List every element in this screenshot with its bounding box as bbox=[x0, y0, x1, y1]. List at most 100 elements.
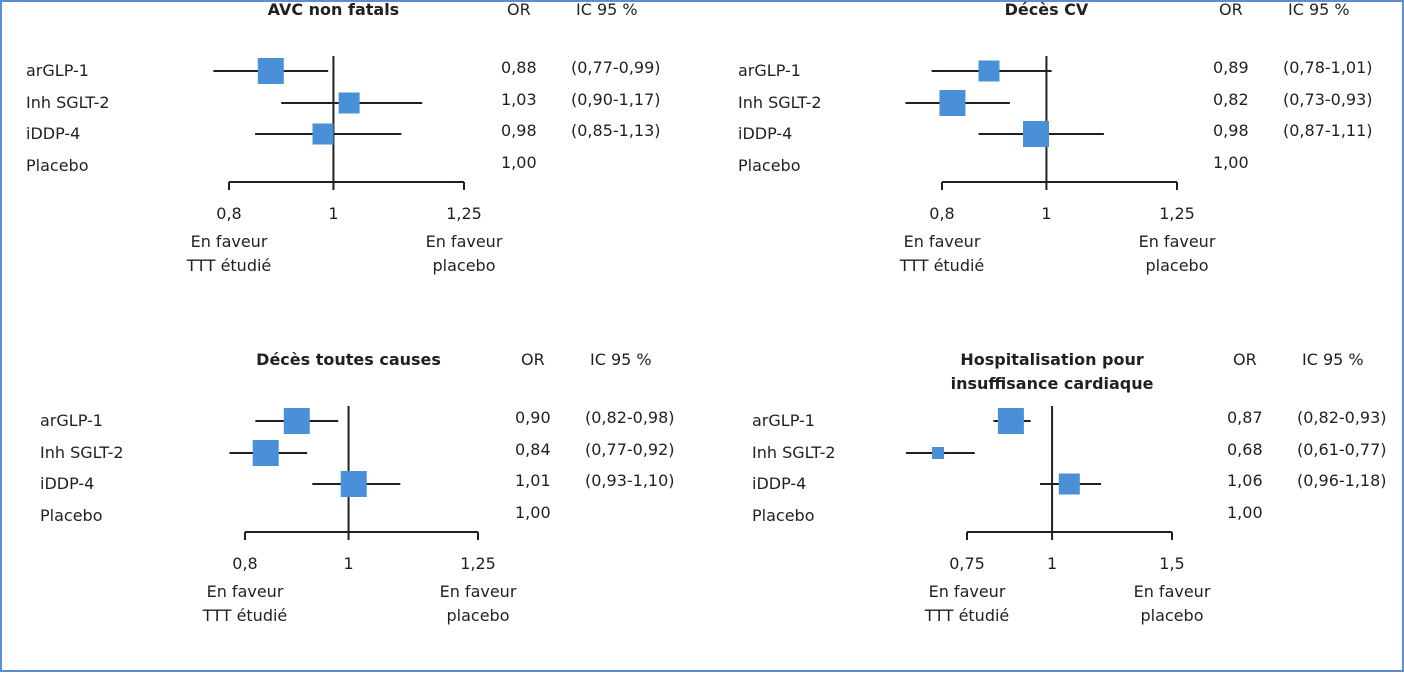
favour-right-label: En faveur bbox=[1133, 582, 1211, 601]
forest-plot-panel: Décès CV OR IC 95 % 0,8 1 1,25 En faveur TTT ét… bbox=[712, 0, 1404, 336]
favour-left-label: En faveur bbox=[190, 232, 268, 251]
favour-left-label: En faveur bbox=[206, 582, 284, 601]
favour-right-label: En faveur bbox=[425, 232, 503, 251]
or-value: 1,00 bbox=[501, 153, 537, 172]
or-value: 0,90 bbox=[515, 408, 551, 427]
favour-left-label: TTT étudié bbox=[186, 256, 272, 275]
ci-value: (0,85-1,13) bbox=[571, 121, 661, 140]
or-value: 0,84 bbox=[515, 440, 551, 459]
ci-value: (0,87-1,11) bbox=[1283, 121, 1373, 140]
ci-column-header: IC 95 % bbox=[1288, 0, 1350, 19]
ci-value: (0,77-0,92) bbox=[585, 440, 675, 459]
chart-title: Hospitalisation pour bbox=[960, 350, 1144, 369]
row-label: iDDP-4 bbox=[26, 124, 81, 143]
favour-left-label: TTT étudié bbox=[924, 606, 1010, 625]
forest-plot-panel: AVC non fatals OR IC 95 % 0,8 1 1,25 En faveur… bbox=[0, 0, 702, 336]
or-point-marker bbox=[1023, 121, 1049, 147]
ci-value: (0,78-1,01) bbox=[1283, 58, 1373, 77]
forest-plot-svg bbox=[905, 56, 1178, 190]
or-point-marker bbox=[257, 58, 284, 84]
row-label: Inh SGLT-2 bbox=[752, 443, 836, 462]
forest-plot-panel: Hospitalisation pour insuffisance cardiaq… bbox=[726, 350, 1404, 686]
or-column-header: OR bbox=[521, 350, 545, 369]
row-label: iDDP-4 bbox=[738, 124, 793, 143]
ci-value: (0,96-1,18) bbox=[1297, 471, 1387, 490]
or-value: 1,03 bbox=[501, 90, 537, 109]
ci-value: (0,73-0,93) bbox=[1283, 90, 1373, 109]
or-value: 0,68 bbox=[1227, 440, 1263, 459]
x-tick-label: 0,8 bbox=[232, 554, 258, 573]
forest-plot-svg bbox=[229, 406, 479, 540]
x-tick-label: 1 bbox=[1046, 554, 1058, 573]
ci-value: (0,61-0,77) bbox=[1297, 440, 1387, 459]
or-value: 1,01 bbox=[515, 471, 551, 490]
or-point-marker bbox=[252, 440, 279, 466]
x-tick-label: 1,25 bbox=[460, 554, 496, 573]
row-label: arGLP-1 bbox=[40, 411, 103, 430]
x-tick-label: 1 bbox=[343, 554, 354, 573]
x-tick-label: 0,75 bbox=[949, 554, 985, 573]
chart-title: AVC non fatals bbox=[267, 0, 400, 19]
row-label: iDDP-4 bbox=[40, 474, 95, 493]
ci-value: (0,77-0,99) bbox=[571, 58, 661, 77]
favour-left-label: TTT étudié bbox=[202, 606, 288, 625]
row-label: arGLP-1 bbox=[752, 411, 815, 430]
favour-right-label: placebo bbox=[432, 256, 496, 275]
ci-value: (0,90-1,17) bbox=[571, 90, 661, 109]
or-value: 0,82 bbox=[1213, 90, 1249, 109]
ci-column-header: IC 95 % bbox=[576, 0, 638, 19]
row-label: Placebo bbox=[26, 156, 89, 175]
or-point-marker bbox=[1058, 473, 1080, 495]
ci-value: (0,93-1,10) bbox=[585, 471, 675, 490]
x-tick-label: 0,8 bbox=[216, 204, 242, 223]
row-label: iDDP-4 bbox=[752, 474, 807, 493]
row-label: arGLP-1 bbox=[738, 61, 801, 80]
or-point-marker bbox=[338, 92, 360, 114]
chart-title: Décès toutes causes bbox=[256, 350, 441, 369]
favour-left-label: En faveur bbox=[928, 582, 1006, 601]
favour-right-label: En faveur bbox=[1138, 232, 1216, 251]
ci-column-header: IC 95 % bbox=[1302, 350, 1364, 369]
or-point-marker bbox=[939, 90, 966, 116]
row-label: Placebo bbox=[40, 506, 103, 525]
favour-left-label: En faveur bbox=[903, 232, 981, 251]
row-label: Placebo bbox=[738, 156, 801, 175]
row-label: Inh SGLT-2 bbox=[40, 443, 124, 462]
or-value: 0,87 bbox=[1227, 408, 1263, 427]
or-point-marker bbox=[283, 408, 310, 434]
ci-value: (0,82-0,98) bbox=[585, 408, 675, 427]
chart-title: insuffisance cardiaque bbox=[950, 374, 1154, 393]
row-label: Placebo bbox=[752, 506, 815, 525]
forest-plot-svg bbox=[213, 56, 465, 190]
or-value: 0,88 bbox=[501, 58, 537, 77]
favour-left-label: TTT étudié bbox=[899, 256, 985, 275]
favour-right-label: En faveur bbox=[439, 582, 517, 601]
or-value: 1,00 bbox=[1213, 153, 1249, 172]
x-tick-label: 1,5 bbox=[1159, 554, 1185, 573]
or-column-header: OR bbox=[1233, 350, 1257, 369]
x-tick-label: 1,25 bbox=[1159, 204, 1195, 223]
x-tick-label: 1,25 bbox=[446, 204, 482, 223]
chart-title: Décès CV bbox=[1004, 0, 1089, 19]
or-value: 1,00 bbox=[515, 503, 551, 522]
or-value: 0,89 bbox=[1213, 58, 1249, 77]
or-value: 0,98 bbox=[1213, 121, 1249, 140]
or-column-header: OR bbox=[1219, 0, 1243, 19]
or-point-marker bbox=[978, 60, 1000, 82]
forest-plot-svg bbox=[905, 406, 1173, 540]
or-point-marker bbox=[340, 471, 367, 497]
or-value: 0,98 bbox=[501, 121, 537, 140]
or-value: 1,00 bbox=[1227, 503, 1263, 522]
row-label: Inh SGLT-2 bbox=[26, 93, 110, 112]
x-tick-label: 1 bbox=[328, 204, 339, 223]
or-value: 1,06 bbox=[1227, 471, 1263, 490]
row-label: Inh SGLT-2 bbox=[738, 93, 822, 112]
or-column-header: OR bbox=[507, 0, 531, 19]
forest-plot-panel: Décès toutes causes OR IC 95 % 0,8 1 1,25 En f… bbox=[14, 350, 716, 686]
or-point-marker bbox=[932, 447, 945, 459]
favour-right-label: placebo bbox=[1145, 256, 1209, 275]
or-point-marker bbox=[997, 408, 1024, 434]
favour-right-label: placebo bbox=[1140, 606, 1204, 625]
or-point-marker bbox=[312, 123, 334, 145]
row-label: arGLP-1 bbox=[26, 61, 89, 80]
